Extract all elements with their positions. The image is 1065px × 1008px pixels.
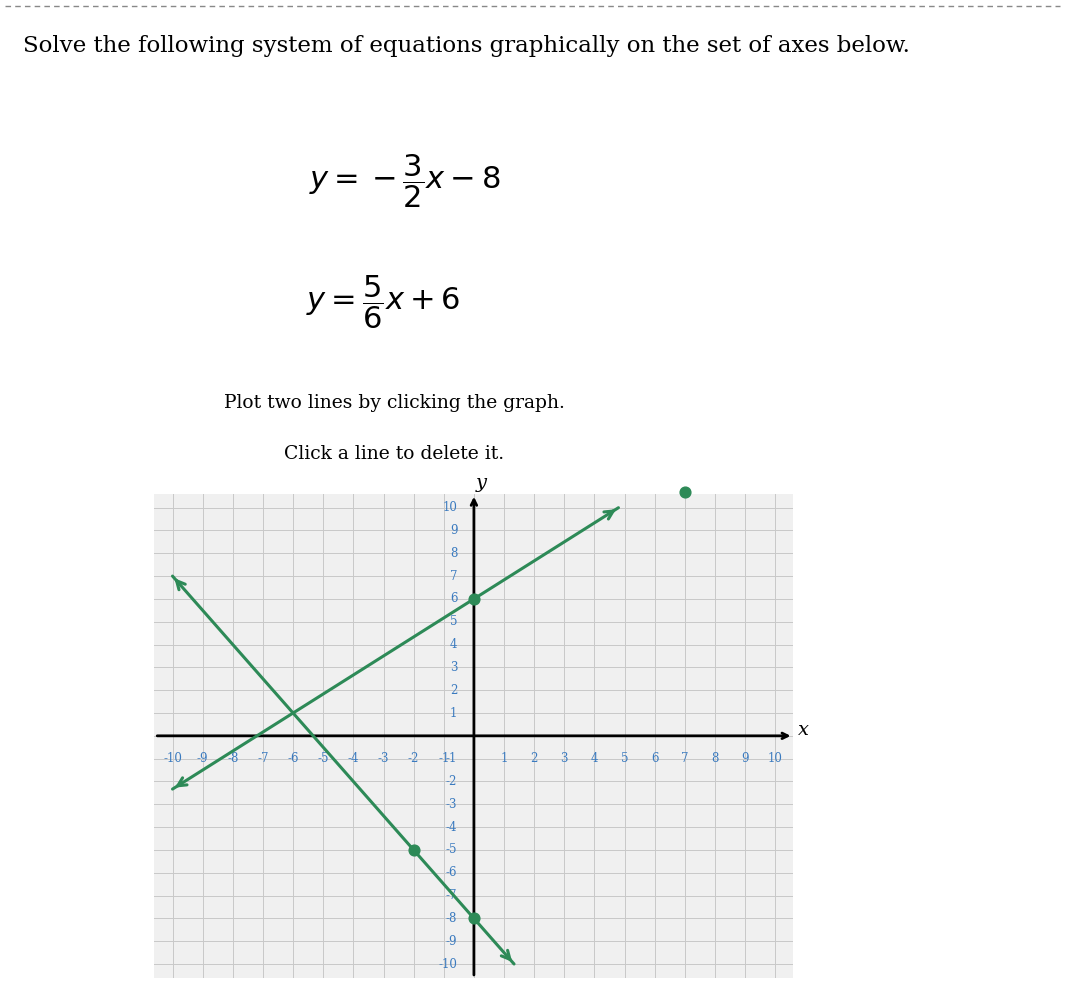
Text: 7: 7 bbox=[682, 752, 689, 765]
Text: -7: -7 bbox=[446, 889, 457, 902]
Point bbox=[405, 842, 422, 858]
Text: 8: 8 bbox=[450, 546, 457, 559]
Text: 10: 10 bbox=[768, 752, 783, 765]
Text: 9: 9 bbox=[449, 524, 457, 537]
Text: 1: 1 bbox=[501, 752, 508, 765]
Text: -9: -9 bbox=[446, 934, 457, 948]
Text: 10: 10 bbox=[442, 501, 457, 514]
Text: y: y bbox=[476, 474, 487, 492]
Text: -8: -8 bbox=[446, 912, 457, 925]
Text: -10: -10 bbox=[163, 752, 182, 765]
Text: 5: 5 bbox=[621, 752, 628, 765]
Text: -5: -5 bbox=[317, 752, 329, 765]
Text: 6: 6 bbox=[449, 593, 457, 606]
Text: -9: -9 bbox=[197, 752, 209, 765]
Text: -6: -6 bbox=[288, 752, 299, 765]
Text: 4: 4 bbox=[591, 752, 599, 765]
Text: -6: -6 bbox=[446, 866, 457, 879]
Text: -7: -7 bbox=[257, 752, 268, 765]
Text: Solve the following system of equations graphically on the set of axes below.: Solve the following system of equations … bbox=[23, 35, 911, 57]
Text: 2: 2 bbox=[530, 752, 538, 765]
Text: 8: 8 bbox=[711, 752, 719, 765]
Text: 6: 6 bbox=[651, 752, 658, 765]
Text: -4: -4 bbox=[446, 821, 457, 834]
Text: 4: 4 bbox=[449, 638, 457, 651]
Text: $y = -\dfrac{3}{2}x - 8$: $y = -\dfrac{3}{2}x - 8$ bbox=[309, 152, 501, 211]
Point bbox=[465, 591, 482, 607]
Text: 7: 7 bbox=[449, 570, 457, 583]
Text: -1: -1 bbox=[446, 752, 457, 765]
Text: -3: -3 bbox=[378, 752, 389, 765]
Text: -1: -1 bbox=[438, 752, 449, 765]
Text: -3: -3 bbox=[446, 797, 457, 810]
Text: -2: -2 bbox=[408, 752, 420, 765]
Point bbox=[465, 910, 482, 926]
Text: 1: 1 bbox=[450, 707, 457, 720]
Text: 3: 3 bbox=[449, 661, 457, 674]
Text: 3: 3 bbox=[560, 752, 568, 765]
Text: -4: -4 bbox=[347, 752, 359, 765]
Text: 5: 5 bbox=[449, 615, 457, 628]
Text: 2: 2 bbox=[450, 683, 457, 697]
Text: -5: -5 bbox=[446, 844, 457, 857]
Point bbox=[676, 484, 693, 500]
Text: Plot two lines by clicking the graph.: Plot two lines by clicking the graph. bbox=[224, 394, 564, 412]
Text: -2: -2 bbox=[446, 775, 457, 788]
Text: $y = \dfrac{5}{6}x + 6$: $y = \dfrac{5}{6}x + 6$ bbox=[306, 273, 461, 332]
Text: Click a line to delete it.: Click a line to delete it. bbox=[284, 445, 504, 463]
Text: -10: -10 bbox=[439, 958, 457, 971]
Text: x: x bbox=[798, 721, 809, 739]
Text: -8: -8 bbox=[227, 752, 239, 765]
Text: 9: 9 bbox=[741, 752, 749, 765]
